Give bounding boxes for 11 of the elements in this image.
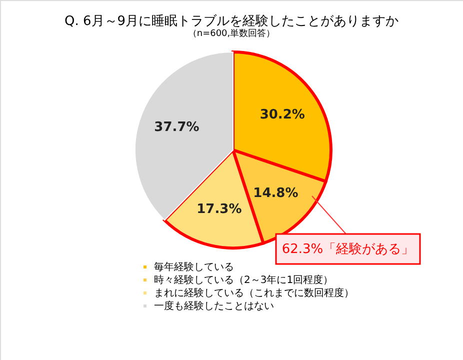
data-label: 17.3% bbox=[196, 202, 242, 218]
chart-subtitle: （n=600,単数回答） bbox=[188, 28, 276, 39]
chart-title: Q. 6月～9月に睡眠トラブルを経験したことがありますか bbox=[64, 14, 399, 29]
legend-label: まれに経験している（これまでに数回程度） bbox=[154, 287, 354, 299]
legend-label: 時々経験している（2～3年に1回程度） bbox=[154, 274, 334, 286]
data-label: 37.7% bbox=[154, 120, 200, 136]
data-label: 30.2% bbox=[260, 108, 305, 123]
text: 62.3%「経験がある」 bbox=[282, 242, 414, 257]
legend-label: 毎年経験している bbox=[154, 261, 234, 273]
data-label: 14.8% bbox=[253, 186, 298, 202]
legend-label: 一度も経験したことはない bbox=[154, 300, 274, 312]
